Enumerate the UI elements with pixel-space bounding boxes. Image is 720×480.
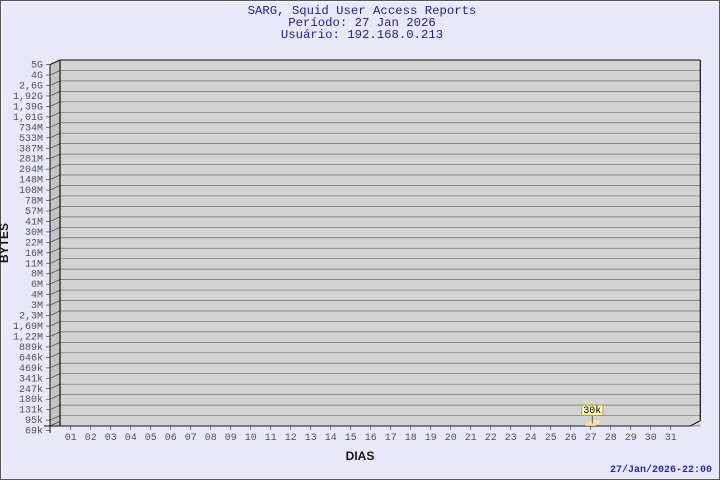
svg-text:16: 16	[365, 433, 377, 444]
svg-text:1,01G: 1,01G	[13, 113, 43, 124]
svg-text:247k: 247k	[19, 384, 43, 396]
svg-text:69k: 69k	[25, 426, 43, 438]
svg-text:11: 11	[265, 433, 277, 444]
svg-text:95k: 95k	[25, 415, 43, 427]
svg-text:533M: 533M	[19, 134, 43, 145]
svg-text:22M: 22M	[25, 238, 43, 249]
svg-text:108M: 108M	[19, 186, 43, 197]
svg-text:469k: 469k	[19, 363, 43, 375]
svg-text:25: 25	[545, 433, 557, 444]
svg-text:10: 10	[245, 433, 257, 444]
svg-text:DIAS: DIAS	[346, 449, 375, 463]
svg-text:57M: 57M	[25, 207, 43, 218]
svg-text:387M: 387M	[19, 144, 43, 155]
svg-text:06: 06	[165, 433, 177, 444]
svg-text:27: 27	[585, 433, 597, 444]
svg-text:889k: 889k	[19, 342, 43, 354]
svg-text:05: 05	[145, 433, 157, 444]
svg-text:31: 31	[665, 433, 677, 444]
svg-text:734M: 734M	[19, 123, 43, 134]
svg-text:26: 26	[565, 433, 577, 444]
svg-text:08: 08	[205, 433, 217, 444]
svg-text:22: 22	[485, 433, 497, 444]
svg-text:6M: 6M	[31, 280, 43, 291]
svg-text:3M: 3M	[31, 301, 43, 312]
svg-text:8M: 8M	[31, 270, 43, 281]
svg-text:30: 30	[645, 433, 657, 444]
svg-text:1,69M: 1,69M	[13, 322, 43, 333]
svg-text:13: 13	[305, 433, 317, 444]
svg-text:12: 12	[285, 433, 297, 444]
svg-text:2,6G: 2,6G	[19, 82, 43, 93]
svg-text:30M: 30M	[25, 228, 43, 239]
svg-text:19: 19	[425, 433, 437, 444]
svg-text:1,39G: 1,39G	[13, 102, 43, 113]
svg-text:29: 29	[625, 433, 637, 444]
svg-text:5G: 5G	[31, 61, 43, 72]
svg-text:07: 07	[185, 433, 197, 444]
svg-text:28: 28	[605, 433, 617, 444]
svg-text:Usuário: 192.168.0.213: Usuário: 192.168.0.213	[281, 28, 443, 42]
svg-text:02: 02	[85, 433, 97, 444]
svg-text:1,22M: 1,22M	[13, 332, 43, 343]
svg-text:15: 15	[345, 433, 357, 444]
svg-text:24: 24	[525, 433, 537, 444]
svg-text:27/Jan/2026-22:00: 27/Jan/2026-22:00	[610, 464, 712, 476]
svg-text:16M: 16M	[25, 249, 43, 260]
svg-text:4G: 4G	[31, 71, 43, 82]
svg-text:1,92G: 1,92G	[13, 92, 43, 103]
svg-text:131k: 131k	[19, 405, 43, 417]
svg-text:BYTES: BYTES	[0, 223, 11, 263]
svg-text:281M: 281M	[19, 155, 43, 166]
svg-text:17: 17	[385, 433, 397, 444]
svg-text:180k: 180k	[19, 394, 43, 406]
svg-text:4M: 4M	[31, 291, 43, 302]
svg-text:11M: 11M	[25, 259, 43, 270]
svg-text:41M: 41M	[25, 217, 43, 228]
svg-text:03: 03	[105, 433, 117, 444]
svg-text:30k: 30k	[583, 405, 601, 417]
svg-text:341k: 341k	[19, 373, 43, 385]
svg-text:20: 20	[445, 433, 457, 444]
svg-text:148M: 148M	[19, 176, 43, 187]
svg-text:646k: 646k	[19, 352, 43, 364]
svg-text:14: 14	[325, 433, 337, 444]
svg-text:204M: 204M	[19, 165, 43, 176]
svg-text:21: 21	[465, 433, 477, 444]
svg-text:23: 23	[505, 433, 517, 444]
svg-text:78M: 78M	[25, 197, 43, 208]
svg-text:01: 01	[65, 433, 77, 444]
svg-text:2,3M: 2,3M	[19, 312, 43, 323]
svg-text:18: 18	[405, 433, 417, 444]
svg-text:04: 04	[125, 433, 137, 444]
svg-text:09: 09	[225, 433, 237, 444]
